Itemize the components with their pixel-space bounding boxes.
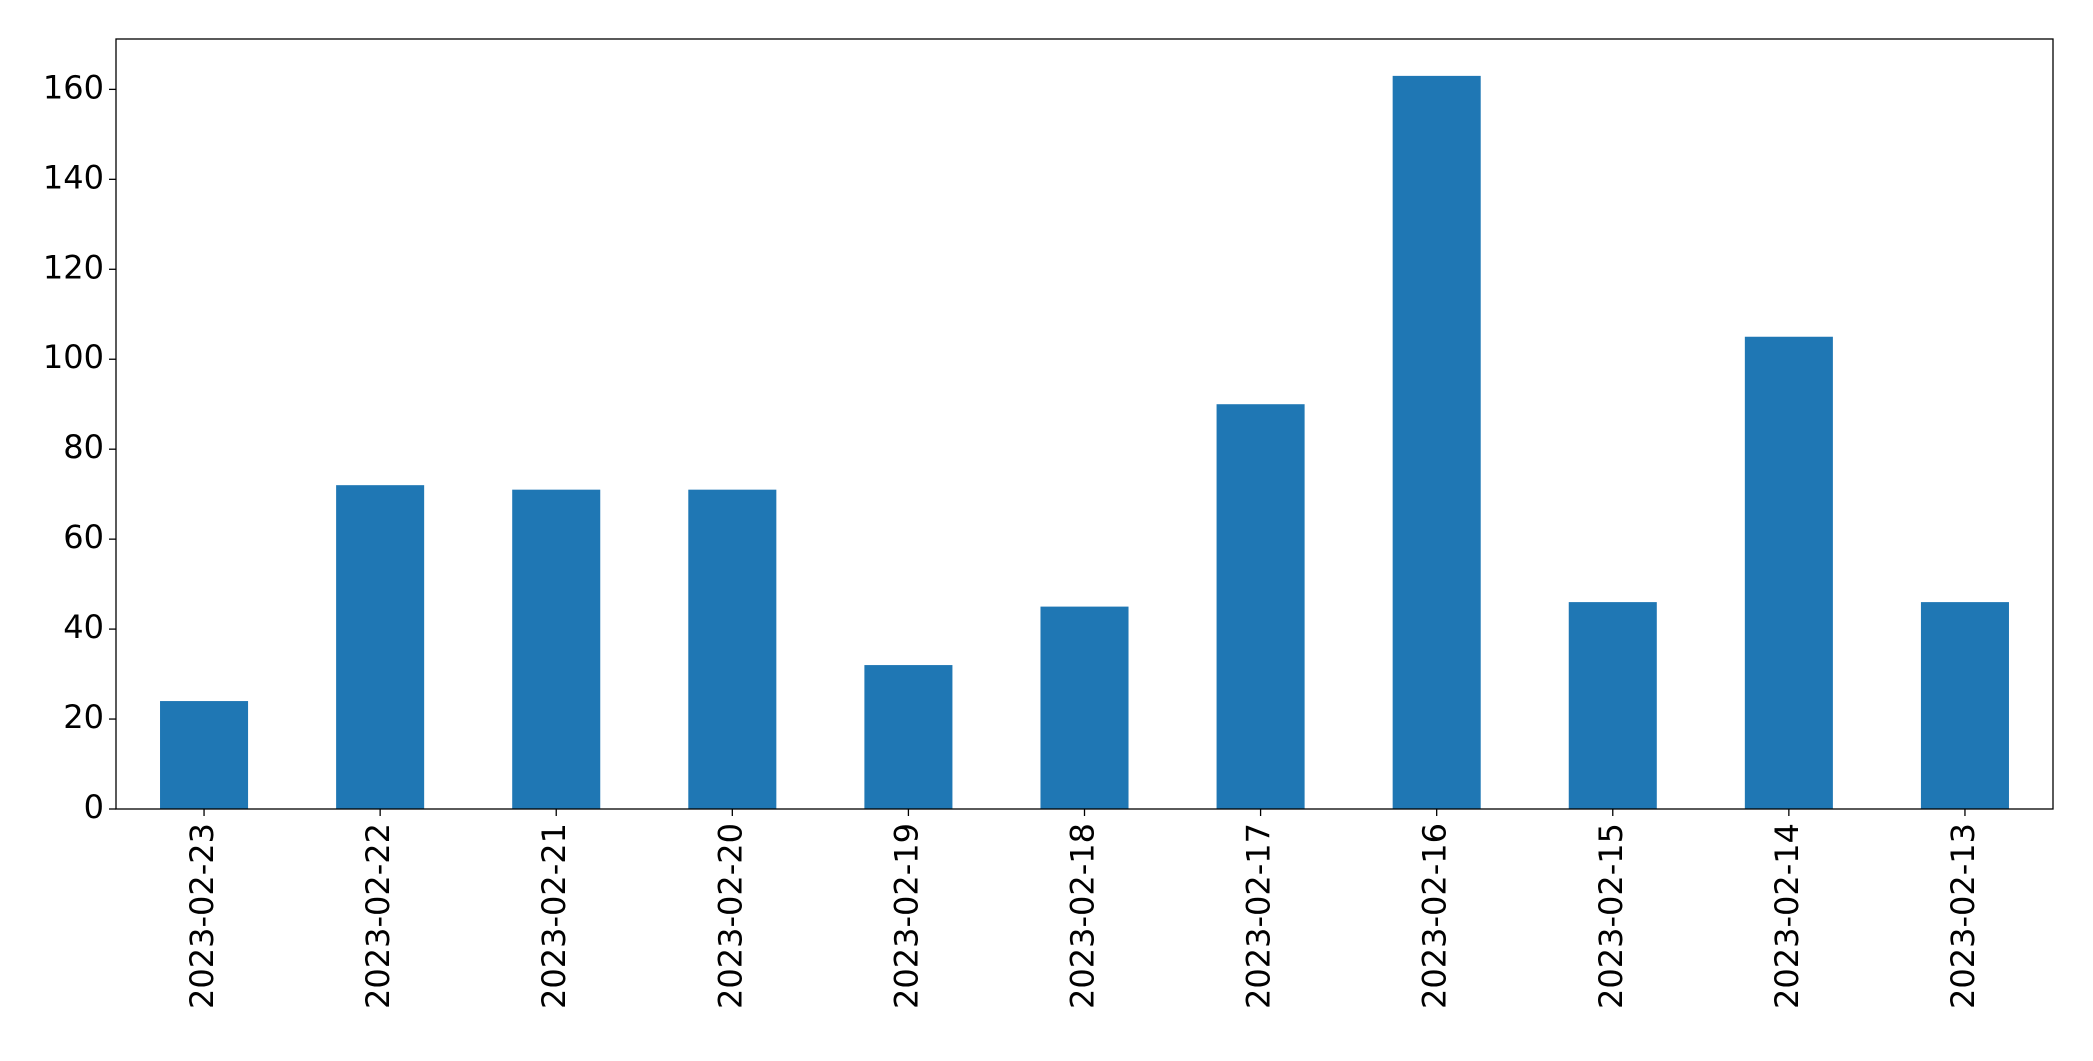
x-tick-label: 2023-02-20 xyxy=(711,823,749,1009)
x-tick-label: 2023-02-21 xyxy=(535,823,573,1009)
bar xyxy=(688,489,777,809)
x-tick-label: 2023-02-17 xyxy=(1240,823,1278,1009)
y-tick-label: 160 xyxy=(43,68,104,106)
bar xyxy=(1216,404,1305,809)
x-tick-label: 2023-02-15 xyxy=(1592,823,1630,1009)
bar xyxy=(864,665,953,809)
y-tick-label: 40 xyxy=(63,608,104,646)
y-tick-label: 0 xyxy=(84,788,104,826)
x-tick-label: 2023-02-13 xyxy=(1944,823,1982,1009)
bar xyxy=(512,489,601,809)
x-tick-label: 2023-02-22 xyxy=(359,823,397,1009)
x-tick-label: 2023-02-14 xyxy=(1768,823,1806,1009)
plot-frame xyxy=(115,38,2054,810)
x-tick-label: 2023-02-19 xyxy=(887,823,925,1009)
bar xyxy=(1920,602,2009,809)
bar xyxy=(1392,75,1481,809)
bar xyxy=(336,485,425,809)
y-tick-label: 80 xyxy=(63,428,104,466)
y-tick-label: 60 xyxy=(63,518,104,556)
x-tick-label: 2023-02-23 xyxy=(183,823,221,1009)
y-tick-label: 120 xyxy=(43,248,104,286)
y-tick-label: 140 xyxy=(43,158,104,196)
y-tick-label: 100 xyxy=(43,338,104,376)
x-tick-label: 2023-02-18 xyxy=(1064,823,1102,1009)
bar xyxy=(1040,606,1129,809)
x-tick-label: 2023-02-16 xyxy=(1416,823,1454,1009)
y-tick-label: 20 xyxy=(63,698,104,736)
bar xyxy=(160,701,249,809)
bar xyxy=(1744,336,1833,809)
bar xyxy=(1568,602,1657,809)
